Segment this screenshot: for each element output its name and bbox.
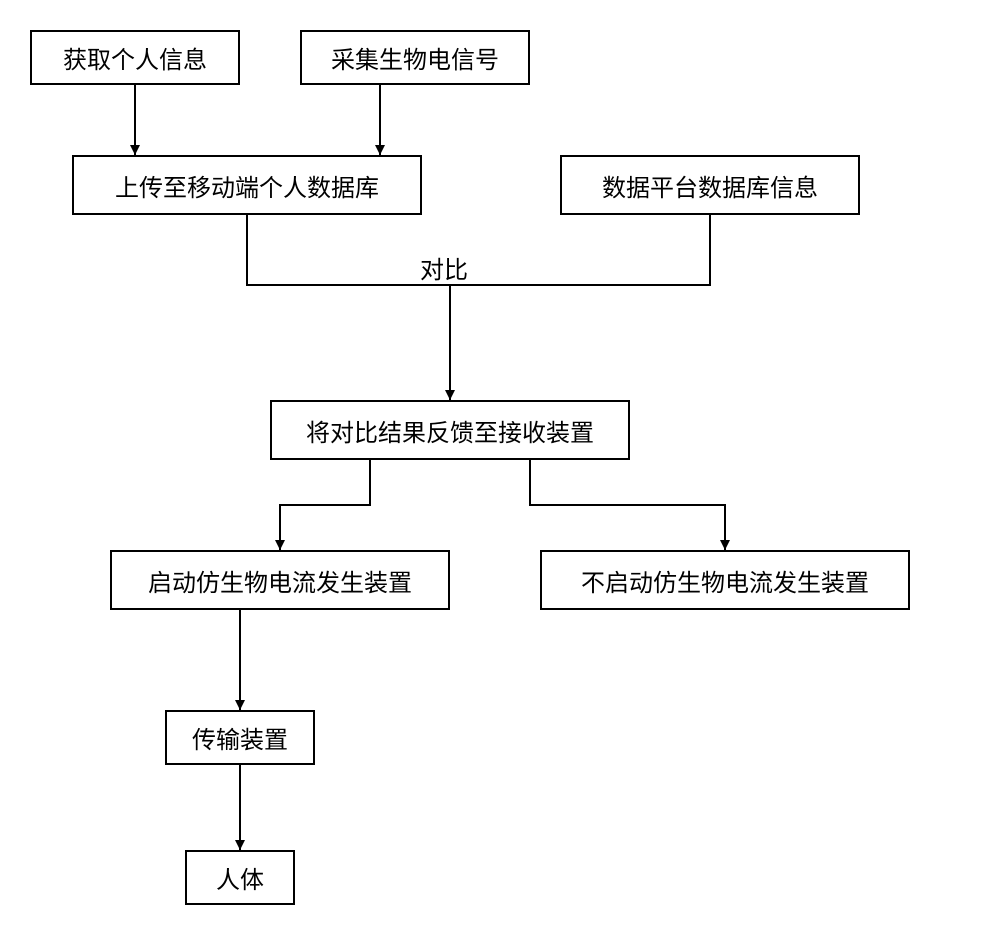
node-collect-bio-signal: 采集生物电信号: [300, 30, 530, 85]
node-transmission-device: 传输装置: [165, 710, 315, 765]
node-start-biocurrent: 启动仿生物电流发生装置: [110, 550, 450, 610]
node-upload-personal-db: 上传至移动端个人数据库: [72, 155, 422, 215]
node-human-body: 人体: [185, 850, 295, 905]
node-feedback-receiver: 将对比结果反馈至接收装置: [270, 400, 630, 460]
node-platform-db-info: 数据平台数据库信息: [560, 155, 860, 215]
node-get-personal-info: 获取个人信息: [30, 30, 240, 85]
node-no-start-biocurrent: 不启动仿生物电流发生装置: [540, 550, 910, 610]
edge-label-compare: 对比: [420, 250, 468, 285]
flowchart-edges: [0, 0, 1000, 950]
